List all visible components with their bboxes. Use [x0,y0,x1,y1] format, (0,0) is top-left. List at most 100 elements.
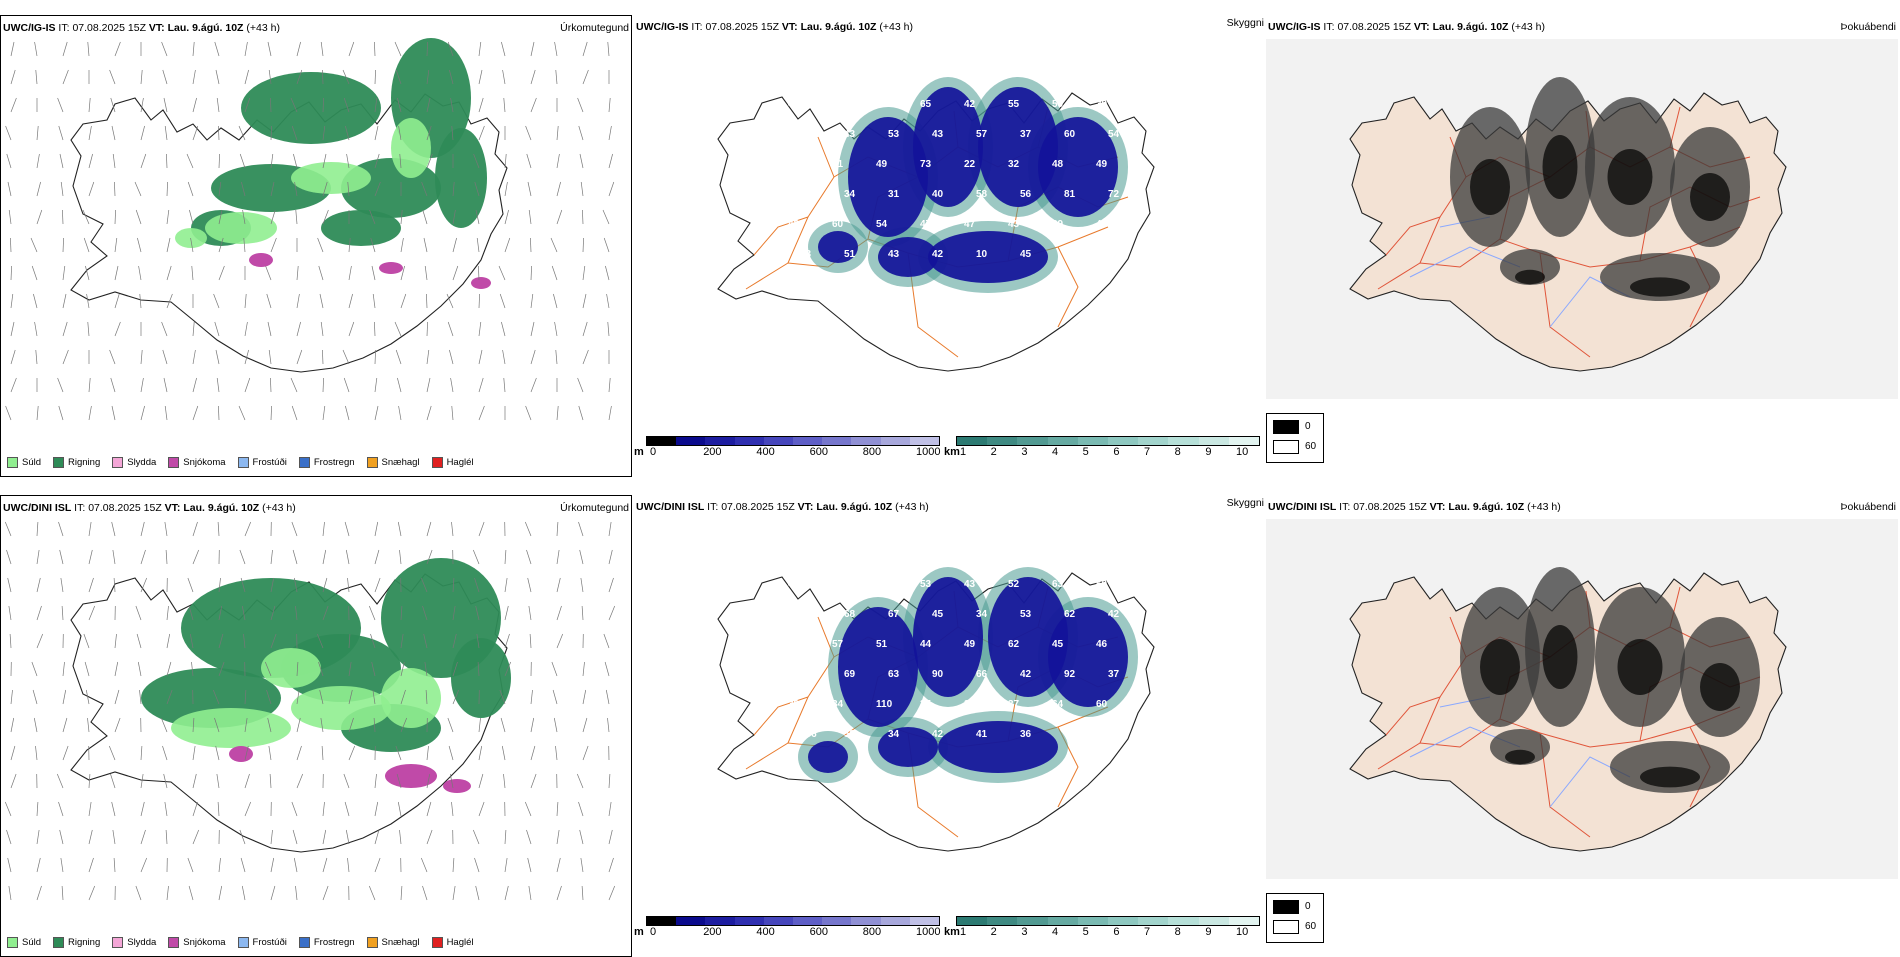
dense-fog-core [1640,767,1700,788]
cloud-base-label: 53 [920,579,932,590]
legend-label: Frostúði [253,457,287,468]
wind-barb [323,886,328,900]
wind-barb [531,266,532,280]
wind-barb [583,662,585,676]
cloud-base-label: 41 [876,99,888,110]
wind-barb [501,42,505,56]
dense-fog-core [1543,135,1578,199]
cloud-base-label: 66 [976,669,988,680]
wind-barb [61,182,63,196]
wind-barb [323,522,325,536]
legend-label: Rigning [68,937,100,948]
wind-barb [59,802,64,816]
cloud-base-label: 68 [844,609,856,620]
wind-barb [479,406,484,420]
wind-barb [473,550,479,564]
wind-barb [89,98,90,112]
fog-legend-label: 0 [1305,421,1311,432]
legend-item: Rigning [53,937,100,948]
legend-swatch [367,457,378,468]
wind-barb [505,606,508,620]
dense-fog-core [1543,625,1578,689]
cloud-base-area [878,727,938,767]
legend-swatch [168,457,179,468]
legend-label: Frostúði [253,937,287,948]
wind-barb [37,406,38,420]
wind-barb [61,578,63,592]
legend-swatch [53,937,64,948]
wind-barb [345,522,349,536]
wind-barb [609,522,611,536]
wind-barb [58,98,63,112]
wind-barb [9,886,11,900]
wind-barb [218,406,219,420]
wind-barb [61,858,63,872]
legend-swatch [168,937,179,948]
colorbar-tick: 8 [1175,446,1181,458]
wind-barb [578,98,583,112]
drizzle-area [291,686,391,730]
cloud-base-label: 48 [1052,159,1064,170]
wind-barb [479,98,483,112]
wind-barb [63,70,68,84]
wind-barb [527,830,532,844]
fog-legend-label: 60 [1305,921,1316,932]
cloud-base-label: 37 [1008,699,1020,710]
wind-barb [345,406,349,420]
legend-item: Snæhagl [367,457,420,468]
wind-barb [219,886,222,900]
wind-barb [37,606,42,620]
wind-barb [217,378,219,392]
dense-fog-core [1470,159,1510,215]
cloud-base-label: 90 [932,669,944,680]
drizzle-area [381,668,441,728]
wind-barb [605,662,609,676]
wind-barb [348,858,350,872]
cloud-base-label: 42 [832,579,844,590]
colorbar-tick: 200 [703,446,721,458]
wind-barb [427,322,428,336]
wind-barb [216,350,219,364]
colorbar-unit: m [634,446,644,458]
wind-barb [499,266,505,280]
wind-barb [479,294,480,308]
wind-barb [11,266,12,280]
colorbar-tick: 1 [960,926,966,938]
legend-label: Slydda [127,457,156,468]
wind-barb [63,690,66,704]
cloud-base-label: 41 [976,729,988,740]
cloud-base-label: 49 [876,159,888,170]
legend-item: Rigning [53,457,100,468]
wind-barb [557,886,562,900]
legend-item: Frostúði [238,457,287,468]
wind-barb [555,42,557,56]
cloud-base-label: 52 [1008,579,1020,590]
legend-swatch [299,457,310,468]
wind-barb [245,70,249,84]
wind-barb [37,634,43,648]
wind-barb [141,378,143,392]
cloud-base-label: 43 [832,99,844,110]
cloud-base-label: 45 [1052,639,1064,650]
cloud-base-label: 73 [920,159,932,170]
wind-barb [89,578,94,592]
wind-barb [219,858,221,872]
wind-barb [36,746,38,760]
wind-barb [11,690,13,704]
cloud-base-label: 36 [964,699,976,710]
wind-barb [193,350,195,364]
wind-barb [10,238,11,252]
colorbar-tick: 7 [1144,446,1150,458]
legend-swatch [7,457,18,468]
legend-swatch [7,937,18,948]
wind-barb [552,662,557,676]
cloud-base-label: 59 [844,729,856,740]
wind-barb [10,634,11,648]
wind-barb [37,522,38,536]
wind-barb [556,746,558,760]
wind-barb [294,858,297,872]
